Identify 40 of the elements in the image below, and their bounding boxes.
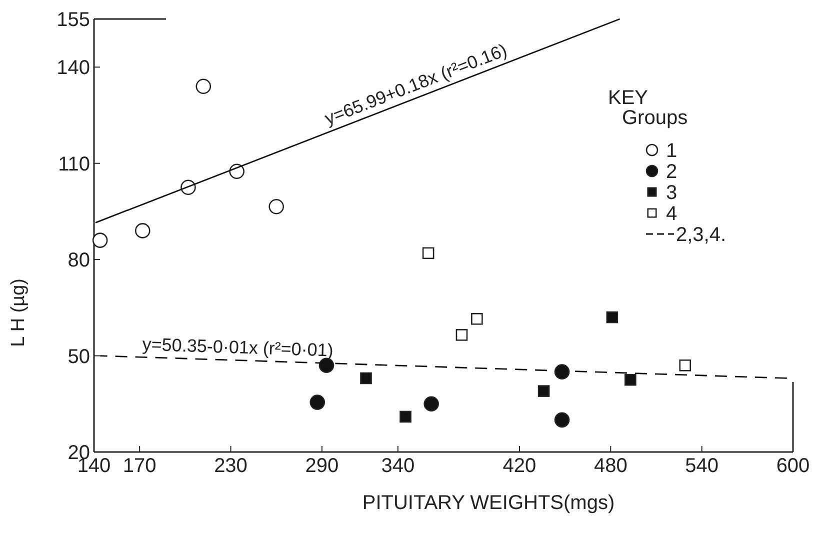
legend-label: 1 (666, 140, 678, 162)
annotation: y=50.35-0·01x (r²=0·01) (142, 334, 334, 360)
legend-label: 2 (666, 161, 678, 183)
point (268, 198, 284, 214)
point (424, 396, 439, 412)
legend-label: 4 (666, 203, 678, 225)
point (471, 312, 483, 325)
annotation: Groups (622, 107, 688, 129)
y-tick-label: 50 (68, 346, 90, 368)
point (456, 329, 468, 341)
x-tick-label: 290 (305, 455, 339, 477)
y-tick-label: 110 (58, 153, 90, 176)
point (134, 223, 150, 238)
point (606, 311, 618, 324)
x-tick-label: 480 (594, 455, 628, 477)
y-axis-title: L H (µg) (8, 278, 29, 347)
x-tick-label: 600 (776, 455, 810, 477)
point (679, 360, 692, 372)
point (554, 412, 570, 428)
x-tick-label: 170 (122, 455, 156, 477)
point (196, 78, 212, 94)
x-tick-label: 340 (381, 455, 415, 477)
legend-label: 2,3,4. (676, 224, 726, 246)
y-tick-label: 80 (68, 250, 90, 272)
x-axis-title: PITUITARY WEIGHTS(mgs) (362, 492, 615, 514)
point (92, 232, 108, 248)
x-tick-label: 540 (685, 455, 719, 477)
point (624, 374, 636, 386)
x-tick-label: 420 (502, 455, 536, 477)
point (400, 410, 412, 423)
y-tick-label: 140 (56, 57, 90, 80)
legend-label: 3 (666, 182, 678, 204)
point (310, 394, 326, 410)
point (422, 247, 434, 260)
legend-title: KEY (608, 87, 648, 109)
point (554, 364, 570, 380)
x-tick-label: 230 (214, 455, 248, 477)
y-tick-label: 155 (56, 9, 90, 31)
point (360, 372, 372, 384)
point (538, 385, 550, 397)
